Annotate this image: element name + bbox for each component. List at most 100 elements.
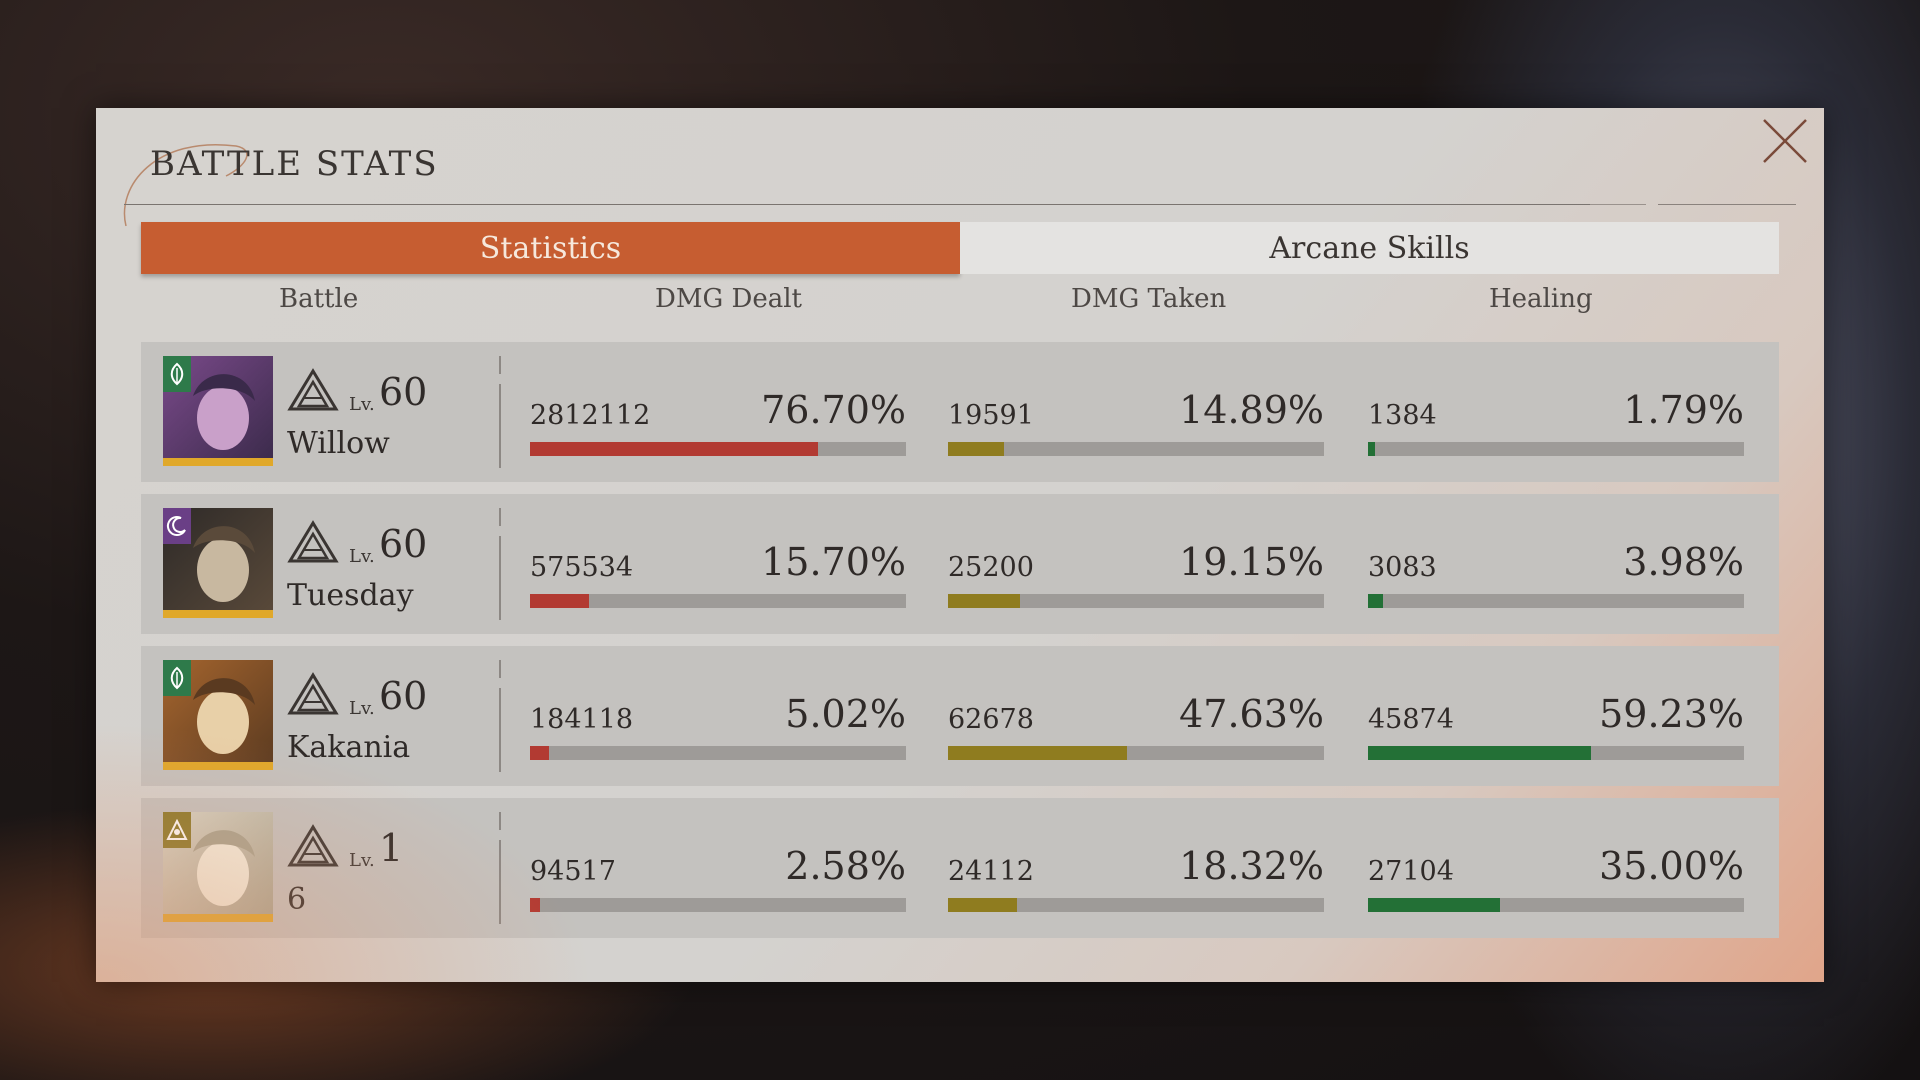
title-divider-segment [1658,204,1796,205]
tab-statistics[interactable]: Statistics [141,222,960,274]
stat-bar-fill [530,594,590,608]
stat-bar-fill [1368,442,1375,456]
header-dmg-dealt: DMG Dealt [655,284,802,314]
stat-bar-track [530,898,906,912]
stat-bar-track [530,594,906,608]
character-portrait [163,812,273,922]
tab-arcane-skills[interactable]: Arcane Skills [960,222,1779,274]
moon-icon [163,508,191,544]
stat-bar-fill [530,442,819,456]
row-divider [499,812,501,924]
row-divider-gap [499,374,501,384]
header-dmg-taken: DMG Taken [1071,284,1227,314]
stat-value: 3083 [1368,552,1437,583]
stat-value: 27104 [1368,856,1454,887]
stat-value: 575534 [530,552,634,583]
character-name: Willow [287,426,390,461]
leaf-icon [163,356,191,392]
stat-value: 184118 [530,704,634,735]
level-label: Lv. [349,698,375,719]
character-name: Tuesday [287,578,414,613]
stat-value: 94517 [530,856,616,887]
stat-percent: 19.15% [1179,540,1324,584]
character-row: Lv. 60 Willow 2812112 76.70% 19591 14.89% 1384 1… [141,342,1779,482]
stat-dmg-taken: 24112 18.32% [948,838,1324,912]
stat-value: 1384 [1368,400,1437,431]
stat-bar-track [948,442,1324,456]
stat-percent: 35.00% [1599,844,1744,888]
stat-value: 2812112 [530,400,651,431]
tab-bar: Statistics Arcane Skills [141,222,1779,274]
stat-percent: 2.58% [785,844,906,888]
row-divider [499,508,501,620]
stat-bar-track [530,746,906,760]
stat-bar-fill [948,442,1004,456]
stat-value: 24112 [948,856,1034,887]
row-divider-gap [499,526,501,536]
stat-dmg-dealt: 94517 2.58% [530,838,906,912]
column-headers: Battle DMG Dealt DMG Taken Healing [141,284,1779,324]
stat-dmg-dealt: 184118 5.02% [530,686,906,760]
rank-triangle-icon [287,520,339,563]
level-value: 60 [379,522,428,566]
character-row: Lv. 60 Tuesday 575534 15.70% 25200 19.15% 3083 3… [141,494,1779,634]
character-row: Lv. 60 Kakania 184118 5.02% 62678 47.63% 45874 5… [141,646,1779,786]
stat-percent: 47.63% [1179,692,1324,736]
character-row: Lv. 1 6 94517 2.58% 24112 18.32% 27104 35.00% [141,798,1779,938]
header-healing: Healing [1489,284,1593,314]
stat-bar-track [948,746,1324,760]
battle-stats-panel: BATTLE STATS Statistics Arcane Skills Ba… [96,108,1824,982]
stat-percent: 14.89% [1179,388,1324,432]
title-divider-segment [1590,204,1646,205]
stat-percent: 15.70% [761,540,906,584]
rank-triangle-icon [287,824,339,867]
stat-healing: 1384 1.79% [1368,382,1744,456]
row-divider [499,660,501,772]
stat-bar-fill [530,746,549,760]
stat-bar-fill [948,746,1128,760]
stat-bar-track [1368,746,1744,760]
panel-title: BATTLE STATS [150,144,439,184]
stat-bar-track [1368,442,1744,456]
character-portrait [163,508,273,618]
close-button[interactable] [1760,116,1810,166]
level-value: 60 [379,674,428,718]
stat-bar-fill [948,898,1017,912]
stat-healing: 27104 35.00% [1368,838,1744,912]
stat-healing: 45874 59.23% [1368,686,1744,760]
stat-bar-track [1368,898,1744,912]
stat-dmg-dealt: 575534 15.70% [530,534,906,608]
stat-dmg-dealt: 2812112 76.70% [530,382,906,456]
stat-dmg-taken: 19591 14.89% [948,382,1324,456]
rank-triangle-icon [287,368,339,411]
row-divider-gap [499,678,501,688]
stat-dmg-taken: 25200 19.15% [948,534,1324,608]
level-value: 60 [379,370,428,414]
stat-bar-fill [1368,746,1591,760]
stat-percent: 76.70% [761,388,906,432]
level-value: 1 [379,826,404,870]
level-label: Lv. [349,546,375,567]
stat-percent: 3.98% [1623,540,1744,584]
character-portrait [163,356,273,466]
level-label: Lv. [349,850,375,871]
close-icon [1763,119,1807,163]
stat-bar-fill [530,898,540,912]
row-divider [499,356,501,468]
stat-percent: 59.23% [1599,692,1744,736]
stat-bar-track [948,594,1324,608]
stat-value: 25200 [948,552,1034,583]
stat-bar-track [1368,594,1744,608]
title-divider [124,204,1614,205]
stat-value: 19591 [948,400,1034,431]
character-portrait [163,660,273,770]
stat-value: 62678 [948,704,1034,735]
header-battle: Battle [279,284,359,314]
title-swirl-ornament [123,144,248,227]
rank-triangle-icon [287,672,339,715]
stat-bar-fill [1368,898,1500,912]
level-label: Lv. [349,394,375,415]
stat-bar-fill [948,594,1020,608]
stat-healing: 3083 3.98% [1368,534,1744,608]
stat-percent: 5.02% [785,692,906,736]
